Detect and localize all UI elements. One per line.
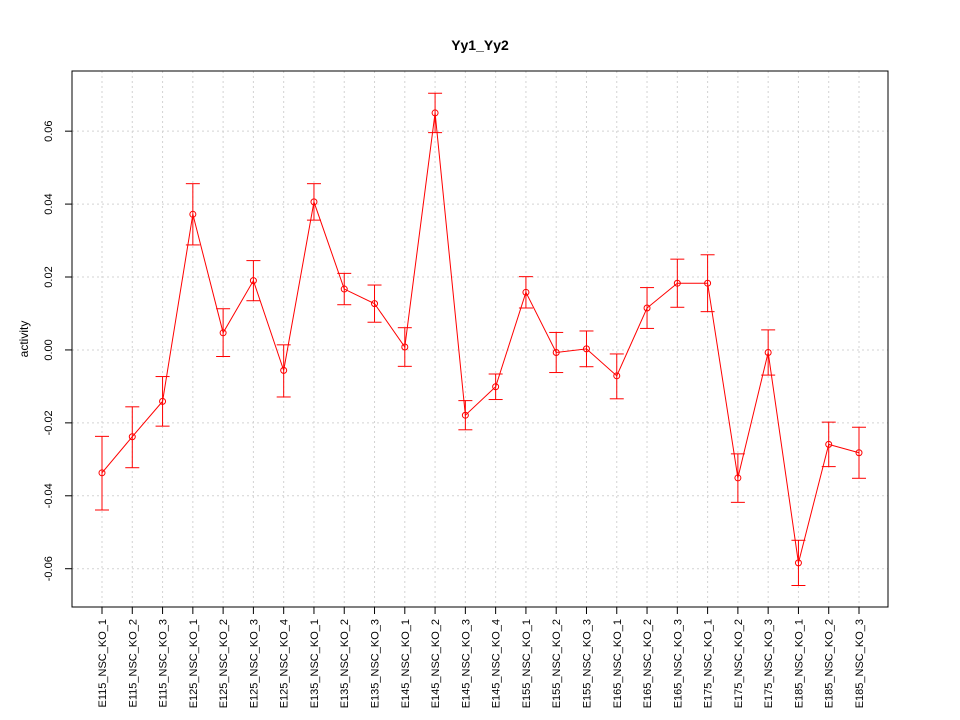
error-bar: [518, 276, 533, 309]
error-bar: [95, 435, 109, 511]
data-point: [98, 469, 106, 477]
x-tick-label: E115_NSC_KO_2: [127, 619, 139, 707]
error-bar: [700, 254, 715, 313]
error-bar: [761, 329, 776, 376]
x-tick-label: E125_NSC_KO_4: [279, 619, 291, 708]
x-tick-label: E145_NSC_KO_4: [491, 619, 503, 708]
x-tick-label: E135_NSC_KO_2: [339, 619, 351, 708]
data-point: [128, 433, 136, 441]
x-tick-label: E155_NSC_KO_1: [521, 619, 533, 708]
error-bar: [367, 284, 382, 323]
y-tick-label: -0.02: [43, 410, 55, 435]
data-point: [431, 109, 439, 117]
x-tick-label: E125_NSC_KO_1: [188, 619, 200, 708]
series-line: [101, 112, 860, 564]
x-tick-label: E135_NSC_KO_1: [309, 619, 321, 708]
x-tick-label: E125_NSC_KO_3: [248, 619, 260, 708]
data-point: [310, 198, 318, 206]
error-bar: [640, 287, 655, 329]
error-bar: [216, 308, 231, 358]
x-tick-label: E125_NSC_KO_2: [218, 619, 230, 708]
x-tick-label: E115_NSC_KO_1: [97, 619, 109, 707]
x-tick-label: E155_NSC_KO_2: [551, 619, 563, 708]
error-bar: [155, 376, 170, 427]
error-bar: [670, 258, 685, 308]
x-tick-label: E165_NSC_KO_1: [612, 619, 624, 708]
data-point: [643, 304, 651, 312]
y-tick-label: 0.02: [43, 266, 55, 287]
data-point: [189, 210, 197, 218]
data-point: [794, 559, 802, 567]
error-bar: [852, 426, 866, 479]
error-bar: [337, 272, 352, 306]
error-bar: [276, 344, 291, 398]
series-activity: [95, 92, 866, 586]
x-tick-label: E165_NSC_KO_2: [642, 619, 654, 708]
grid: [72, 71, 888, 607]
error-bar: [549, 331, 564, 374]
data-point: [582, 345, 590, 353]
plot-frame: [71, 70, 889, 608]
data-point: [401, 343, 409, 351]
data-point: [673, 279, 681, 287]
x-tick-label: E135_NSC_KO_3: [370, 619, 382, 708]
error-bar: [185, 183, 200, 246]
data-point: [552, 348, 560, 356]
x-tick-label: E175_NSC_KO_1: [703, 619, 715, 708]
error-bar: [306, 183, 321, 221]
data-point: [825, 440, 833, 448]
x-tick-label: E145_NSC_KO_1: [400, 619, 412, 708]
error-bar: [458, 400, 473, 431]
x-axis: E115_NSC_KO_1 E115_NSC_KO_2 E115_NSC_KO_3 E…: [97, 607, 866, 708]
data-point: [159, 397, 167, 405]
data-point: [461, 411, 469, 419]
data-point: [280, 366, 288, 374]
data-point: [522, 288, 530, 296]
y-tick-label: -0.04: [43, 483, 55, 508]
x-tick-label: E175_NSC_KO_3: [763, 619, 775, 708]
y-axis-label: activity: [17, 321, 31, 358]
error-bar: [246, 260, 261, 302]
x-tick-label: E185_NSC_KO_2: [824, 619, 836, 708]
y-tick-label: 0.06: [43, 120, 55, 141]
error-bar: [488, 373, 503, 401]
error-bar: [730, 453, 745, 503]
error-bar: [428, 92, 443, 134]
chart-title: Yy1_Yy2: [451, 37, 509, 53]
error-bar: [125, 406, 140, 469]
x-tick-label: E115_NSC_KO_3: [158, 619, 170, 707]
data-point: [855, 449, 863, 457]
data-point: [764, 348, 772, 356]
x-tick-label: E155_NSC_KO_3: [581, 619, 593, 708]
data-point: [219, 329, 227, 337]
data-point: [704, 279, 712, 287]
error-bar: [821, 421, 836, 468]
data-point: [613, 372, 621, 380]
data-point: [371, 300, 379, 308]
y-tick-label: 0.00: [43, 339, 55, 360]
data-point: [734, 474, 742, 482]
y-tick-label: -0.06: [43, 556, 55, 581]
x-tick-label: E145_NSC_KO_3: [460, 619, 472, 708]
data-point: [340, 285, 348, 293]
x-tick-label: E185_NSC_KO_1: [793, 619, 805, 708]
x-tick-label: E145_NSC_KO_2: [430, 619, 442, 708]
error-bar: [791, 539, 806, 586]
x-tick-label: E185_NSC_KO_3: [854, 619, 866, 708]
error-bar: [579, 330, 594, 368]
data-point: [492, 383, 500, 391]
error-bar: [609, 353, 624, 400]
y-axis: -0.06 -0.04 -0.02 0.00 0.02 0.04 0.06: [43, 120, 72, 581]
data-point: [249, 277, 257, 285]
x-tick-label: E165_NSC_KO_3: [672, 619, 684, 708]
y-tick-label: 0.04: [43, 193, 55, 214]
error-bar: [397, 327, 412, 367]
x-tick-label: E175_NSC_KO_2: [733, 619, 745, 708]
